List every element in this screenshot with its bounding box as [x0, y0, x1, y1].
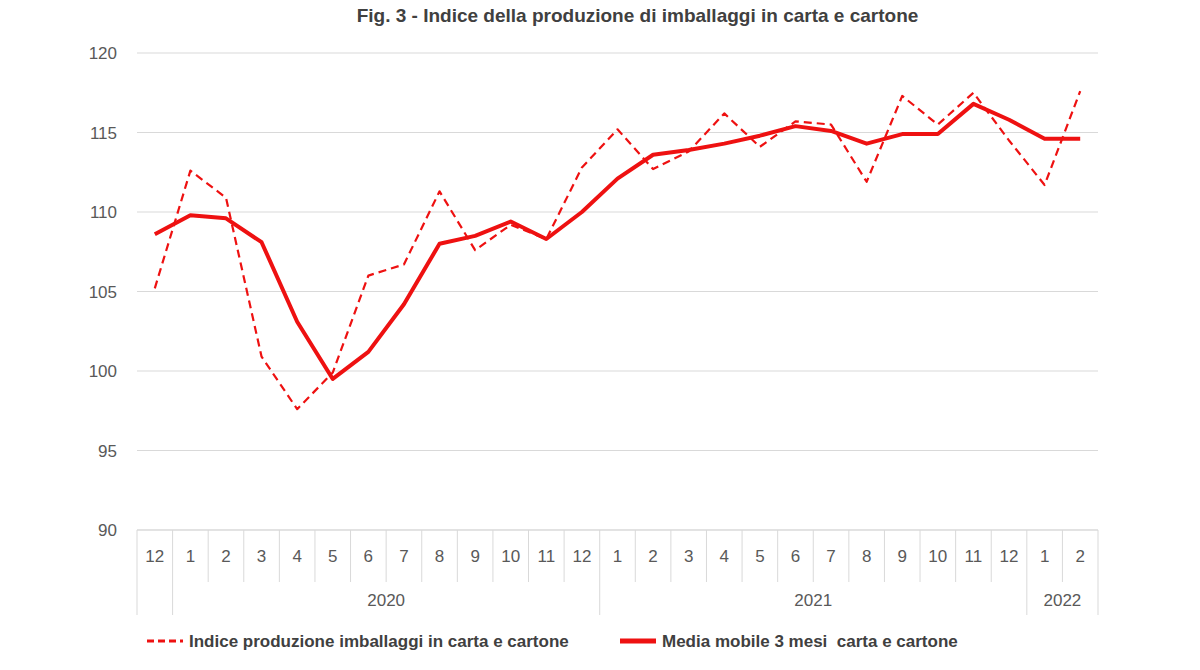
- category-separator: [706, 530, 707, 582]
- category-separator: [742, 530, 743, 582]
- category-separator: [243, 530, 244, 582]
- category-separator: [137, 530, 138, 615]
- category-separator: [386, 530, 387, 582]
- x-tick-label: 11: [965, 547, 983, 566]
- x-tick-label: 2: [648, 547, 657, 566]
- x-tick-label: 7: [399, 547, 408, 566]
- x-tick-label: 7: [826, 547, 835, 566]
- category-separator: [564, 530, 565, 582]
- category-separator: [955, 530, 956, 582]
- x-tick-label: 1: [613, 547, 622, 566]
- category-separator: [635, 530, 636, 582]
- grid-line: [137, 291, 1098, 292]
- category-separator: [350, 530, 351, 582]
- plot-area: [155, 91, 1080, 409]
- grid-line: [137, 212, 1098, 213]
- x-axis-line: [137, 530, 1098, 531]
- legend-swatch: [147, 640, 183, 643]
- legend-label: Indice produzione imballaggi in carta e …: [189, 632, 569, 651]
- grid-line: [137, 530, 1098, 531]
- category-separator: [920, 530, 921, 582]
- grid-line: [137, 450, 1098, 451]
- x-tick-label: 2: [221, 547, 230, 566]
- category-separator: [1098, 530, 1099, 615]
- grid-line: [137, 371, 1098, 372]
- x-axis: 1212345678910111212345678910111212202020…: [137, 530, 1098, 615]
- grid: [137, 53, 1098, 530]
- y-tick-label: 110: [90, 203, 117, 222]
- x-tick-label: 11: [537, 547, 555, 566]
- category-separator: [421, 530, 422, 582]
- x-tick-label: 12: [145, 547, 164, 566]
- legend: Indice produzione imballaggi in carta e …: [147, 632, 958, 651]
- category-separator: [172, 530, 173, 615]
- x-tick-label: 10: [928, 547, 947, 566]
- x-group-label: 2021: [794, 591, 832, 610]
- x-group-label: 2020: [367, 591, 405, 610]
- x-tick-label: 3: [257, 547, 266, 566]
- y-tick-label: 90: [98, 521, 117, 540]
- chart-svg: Fig. 3 - Indice della produzione di imba…: [0, 0, 1200, 670]
- x-tick-label: 6: [364, 547, 373, 566]
- x-tick-label: 1: [1040, 547, 1049, 566]
- grid-line: [137, 132, 1098, 133]
- category-separator: [848, 530, 849, 582]
- category-separator: [599, 530, 600, 615]
- category-separator: [457, 530, 458, 582]
- y-tick-label: 100: [89, 362, 117, 381]
- category-separator: [492, 530, 493, 582]
- series-line: [155, 104, 1080, 379]
- y-tick-label: 105: [89, 283, 117, 302]
- y-tick-label: 120: [89, 44, 117, 63]
- category-separator: [813, 530, 814, 582]
- y-tick-label: 115: [90, 124, 117, 143]
- category-separator: [670, 530, 671, 582]
- category-separator: [991, 530, 992, 582]
- chart-container: Fig. 3 - Indice della produzione di imba…: [0, 0, 1200, 670]
- x-tick-label: 5: [755, 547, 764, 566]
- x-tick-label: 12: [572, 547, 591, 566]
- x-tick-label: 6: [791, 547, 800, 566]
- legend-swatch: [620, 639, 656, 644]
- category-separator: [1062, 530, 1063, 582]
- x-tick-label: 4: [720, 547, 729, 566]
- category-separator: [1026, 530, 1027, 615]
- x-tick-label: 10: [501, 547, 520, 566]
- x-tick-label: 8: [862, 547, 871, 566]
- category-separator: [777, 530, 778, 582]
- x-tick-label: 1: [186, 547, 195, 566]
- title: Fig. 3 - Indice della produzione di imba…: [357, 5, 919, 26]
- category-separator: [279, 530, 280, 582]
- series-line: [155, 91, 1080, 409]
- x-group-label: 2022: [1043, 591, 1081, 610]
- grid-line: [137, 53, 1098, 54]
- category-separator: [528, 530, 529, 582]
- x-tick-label: 5: [328, 547, 337, 566]
- x-tick-label: 9: [470, 547, 479, 566]
- x-tick-label: 12: [1000, 547, 1019, 566]
- category-separator: [884, 530, 885, 582]
- category-separator: [208, 530, 209, 582]
- x-tick-label: 4: [292, 547, 301, 566]
- x-tick-label: 3: [684, 547, 693, 566]
- x-tick-label: 9: [898, 547, 907, 566]
- legend-label: Media mobile 3 mesi carta e cartone: [662, 632, 958, 651]
- category-separator: [314, 530, 315, 582]
- y-tick-label: 95: [98, 442, 117, 461]
- x-tick-label: 2: [1075, 547, 1084, 566]
- x-tick-label: 8: [435, 547, 444, 566]
